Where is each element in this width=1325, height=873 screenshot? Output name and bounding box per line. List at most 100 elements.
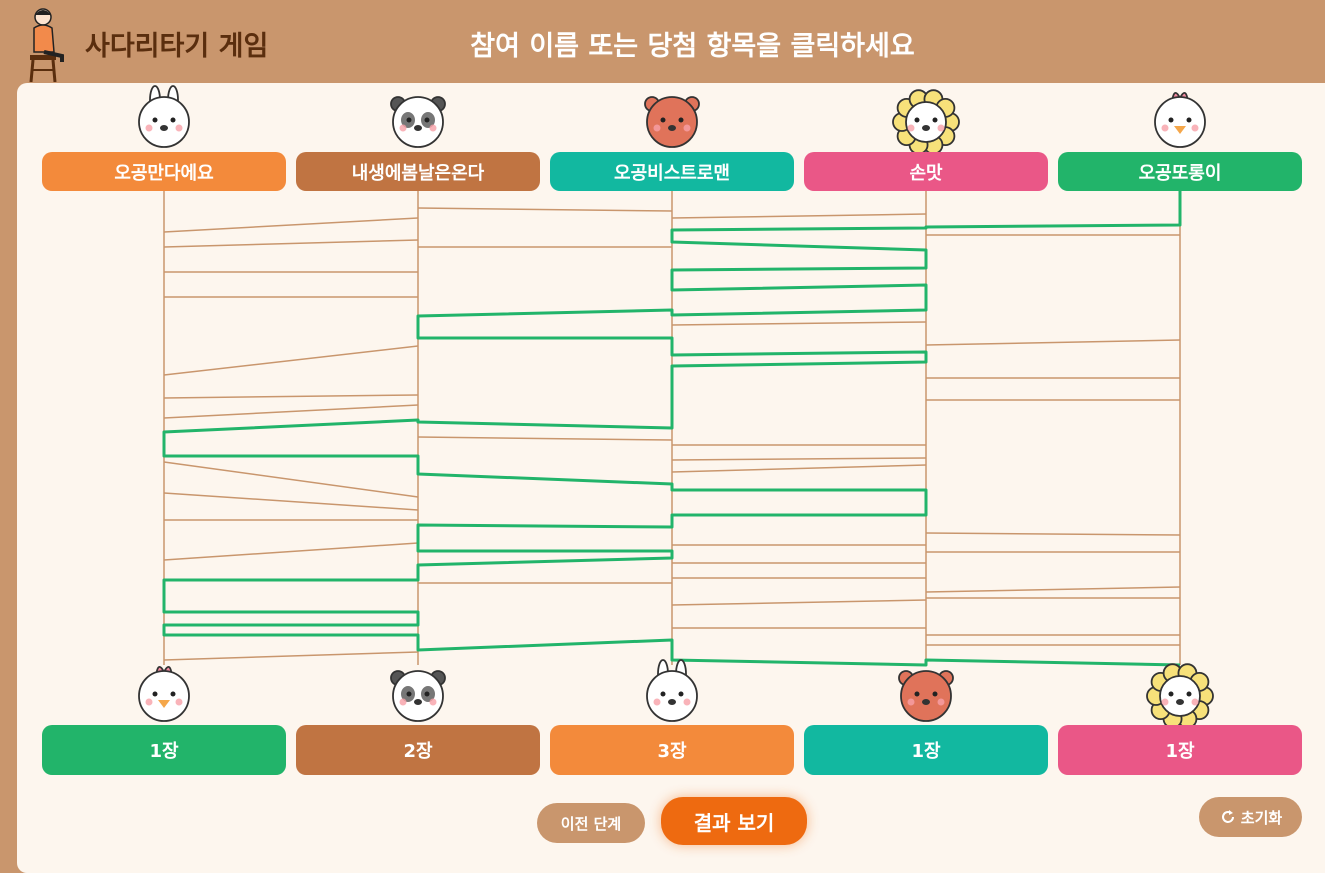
ladder-rung <box>163 404 419 419</box>
participant-box[interactable]: 손맛 <box>804 152 1048 191</box>
nose <box>414 699 422 705</box>
ladder-rung <box>671 213 927 219</box>
ladder-rung <box>163 394 419 399</box>
eye <box>170 691 176 697</box>
participant-box[interactable]: 오공또롱이 <box>1058 152 1302 191</box>
eye <box>1168 691 1174 697</box>
reset-button[interactable]: 초기화 <box>1199 797 1302 837</box>
nose <box>922 699 930 705</box>
ladder-rung <box>925 339 1181 346</box>
ladder-rung <box>163 651 419 661</box>
participant-box[interactable]: 오공비스트로맨 <box>550 152 794 191</box>
eye <box>1168 117 1174 123</box>
cheek <box>907 124 915 132</box>
eye <box>406 691 412 697</box>
result-button[interactable]: 결과 보기 <box>661 797 807 845</box>
ladder-rung <box>671 321 927 326</box>
head <box>1159 675 1201 717</box>
ladder-rung <box>417 436 673 441</box>
cheek <box>175 124 183 132</box>
head <box>138 670 190 722</box>
eye <box>660 117 666 123</box>
ladder-rung <box>671 599 927 606</box>
prize-box[interactable]: 1장 <box>42 725 286 775</box>
prize-box[interactable]: 1장 <box>1058 725 1302 775</box>
avatar-lion <box>892 89 960 155</box>
nose <box>922 125 930 131</box>
cheek <box>145 124 153 132</box>
eye <box>152 691 158 697</box>
eye <box>170 117 176 123</box>
prize-box[interactable]: 3장 <box>550 725 794 775</box>
nose <box>160 125 168 131</box>
avatar-panda <box>390 670 446 722</box>
cheek <box>683 698 691 706</box>
ladder-rung <box>417 207 673 212</box>
ladder-rung <box>671 457 927 461</box>
ladder-rung <box>163 345 419 376</box>
eye <box>660 691 666 697</box>
avatar-panda <box>390 96 446 148</box>
nose <box>668 699 676 705</box>
avatar-rabbit <box>138 85 190 148</box>
beak <box>1174 126 1186 134</box>
ladder-rung <box>163 217 419 233</box>
participant-box[interactable]: 오공만다에요 <box>42 152 286 191</box>
nose <box>414 125 422 131</box>
avatar-chicken <box>1154 92 1206 148</box>
prize-box[interactable]: 2장 <box>296 725 540 775</box>
ladder-rung <box>671 464 927 473</box>
cheek <box>653 124 661 132</box>
eye <box>152 117 158 123</box>
cheek <box>429 698 437 706</box>
eye <box>678 691 684 697</box>
ladder-rung <box>925 532 1181 536</box>
cheek <box>175 698 183 706</box>
app-title: 사다리타기 게임 <box>85 31 269 62</box>
eye <box>932 691 938 697</box>
participant-box[interactable]: 내생에봄날은온다 <box>296 152 540 191</box>
head <box>1154 96 1206 148</box>
ladder-rung <box>163 492 419 511</box>
head <box>905 101 947 143</box>
cheek <box>1191 124 1199 132</box>
cheek <box>145 698 153 706</box>
cheek <box>1191 698 1199 706</box>
ladder-rung <box>163 461 419 498</box>
reset-label: 초기화 <box>1240 808 1283 827</box>
beak <box>158 700 170 708</box>
instruction: 참여 이름 또는 당첨 항목을 클릭하세요 <box>470 31 915 62</box>
cheek <box>937 698 945 706</box>
cheek <box>937 124 945 132</box>
head <box>392 670 444 722</box>
prize-box[interactable]: 1장 <box>804 725 1048 775</box>
avatar-rabbit <box>646 659 698 722</box>
head <box>138 96 190 148</box>
cheek <box>399 124 407 132</box>
cheek <box>653 698 661 706</box>
cheek <box>399 698 407 706</box>
eye <box>678 117 684 123</box>
avatar-chicken <box>138 666 190 722</box>
logo <box>29 8 64 82</box>
page: 사다리타기 게임 참여 이름 또는 당첨 항목을 클릭하세요 오공만다에요 내생에… <box>17 8 1325 873</box>
reset-icon <box>1221 810 1234 823</box>
ladder-rung <box>925 586 1181 593</box>
cheek <box>907 698 915 706</box>
head <box>646 670 698 722</box>
eye <box>1186 691 1192 697</box>
avatar-bear <box>898 670 954 722</box>
cheek <box>683 124 691 132</box>
eye <box>406 117 412 123</box>
head <box>900 670 952 722</box>
head <box>646 96 698 148</box>
eye <box>424 117 430 123</box>
cheek <box>1161 698 1169 706</box>
back-button[interactable]: 이전 단계 <box>537 803 645 843</box>
highlight-path <box>162 191 1182 667</box>
eye <box>914 117 920 123</box>
avatar-bear <box>644 96 700 148</box>
nose <box>1176 699 1184 705</box>
cheek <box>1161 124 1169 132</box>
avatar-lion <box>1146 663 1214 729</box>
